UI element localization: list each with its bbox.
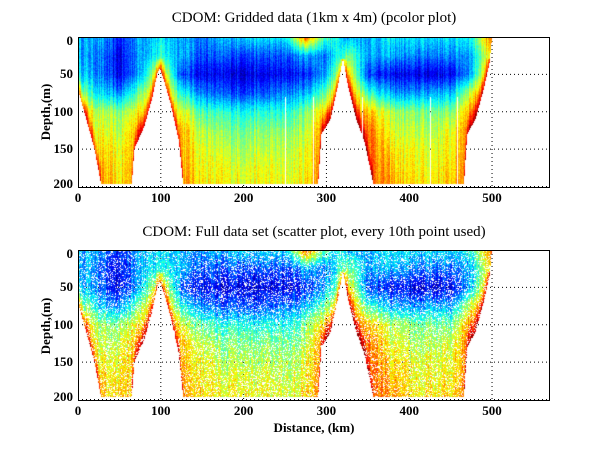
x-tick-label: 400 <box>399 190 419 205</box>
x-tick-label: 500 <box>482 403 502 418</box>
y-tick-label: 150 <box>53 141 74 157</box>
scatter-points <box>78 250 550 401</box>
x-tick-label: 300 <box>316 403 337 418</box>
x-tick-label: 100 <box>151 403 171 418</box>
y-tick-label: 200 <box>53 176 74 191</box>
x-tick-label: 100 <box>151 190 171 205</box>
x-tick-label: 0 <box>74 190 82 205</box>
x-tick-label: 300 <box>316 190 337 205</box>
y-tick-label: 100 <box>53 316 74 332</box>
top-y-axis-label: Depth,(m) <box>38 83 53 141</box>
x-tick-label: 400 <box>399 403 419 418</box>
y-tick-label: 50 <box>60 279 73 295</box>
y-tick-label: 150 <box>53 354 74 370</box>
top-axes-pcolor <box>78 37 550 188</box>
y-tick-label: 0 <box>66 246 74 261</box>
bottom-y-axis-label: Depth,(m) <box>38 297 53 355</box>
y-tick-label: 200 <box>53 389 74 404</box>
pcolor-heatmap <box>78 37 550 188</box>
bottom-plot-title: CDOM: Full data set (scatter plot, every… <box>142 224 486 240</box>
x-tick-label: 0 <box>74 403 82 418</box>
x-tick-label: 200 <box>233 190 254 205</box>
x-tick-label: 500 <box>482 190 502 205</box>
top-plot-title: CDOM: Gridded data (1km x 4m) (pcolor pl… <box>171 10 457 26</box>
x-tick-label: 200 <box>233 403 254 418</box>
bottom-axes-scatter <box>78 250 550 401</box>
y-tick-label: 50 <box>60 66 73 82</box>
x-axis-label: Distance, (km) <box>273 420 355 435</box>
y-tick-label: 0 <box>66 33 74 48</box>
y-tick-label: 100 <box>53 103 74 119</box>
